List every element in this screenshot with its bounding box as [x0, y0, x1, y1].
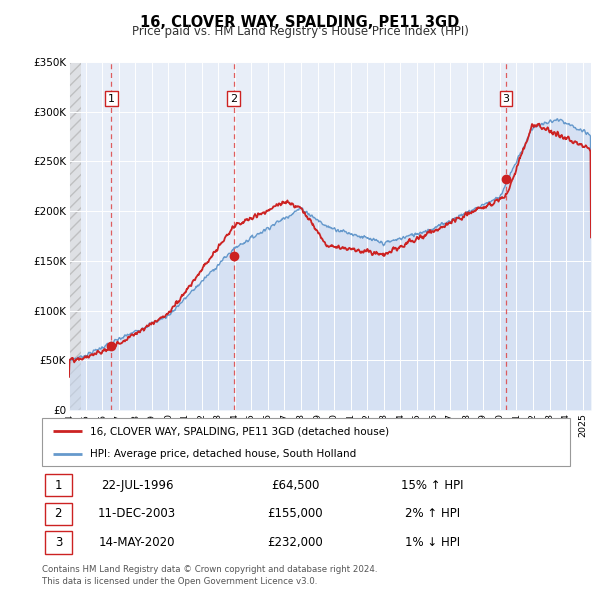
- Text: 1% ↓ HPI: 1% ↓ HPI: [405, 536, 460, 549]
- Text: 16, CLOVER WAY, SPALDING, PE11 3GD: 16, CLOVER WAY, SPALDING, PE11 3GD: [140, 15, 460, 30]
- Text: 2% ↑ HPI: 2% ↑ HPI: [405, 507, 460, 520]
- Text: 2: 2: [55, 507, 62, 520]
- Text: Price paid vs. HM Land Registry's House Price Index (HPI): Price paid vs. HM Land Registry's House …: [131, 25, 469, 38]
- Text: 22-JUL-1996: 22-JUL-1996: [101, 478, 173, 491]
- Text: 11-DEC-2003: 11-DEC-2003: [98, 507, 176, 520]
- FancyBboxPatch shape: [44, 532, 72, 554]
- Text: 16, CLOVER WAY, SPALDING, PE11 3GD (detached house): 16, CLOVER WAY, SPALDING, PE11 3GD (deta…: [89, 426, 389, 436]
- Bar: [69, 62, 80, 410]
- FancyBboxPatch shape: [44, 474, 72, 496]
- Text: 15% ↑ HPI: 15% ↑ HPI: [401, 478, 464, 491]
- FancyBboxPatch shape: [42, 418, 570, 466]
- Text: 3: 3: [502, 93, 509, 103]
- Text: £155,000: £155,000: [268, 507, 323, 520]
- Text: £64,500: £64,500: [271, 478, 320, 491]
- Text: 1: 1: [108, 93, 115, 103]
- Text: HPI: Average price, detached house, South Holland: HPI: Average price, detached house, Sout…: [89, 449, 356, 459]
- Text: 14-MAY-2020: 14-MAY-2020: [99, 536, 175, 549]
- Text: 1: 1: [55, 478, 62, 491]
- Text: Contains HM Land Registry data © Crown copyright and database right 2024.
This d: Contains HM Land Registry data © Crown c…: [42, 565, 377, 586]
- FancyBboxPatch shape: [44, 503, 72, 525]
- Text: £232,000: £232,000: [268, 536, 323, 549]
- Text: 3: 3: [55, 536, 62, 549]
- Text: 2: 2: [230, 93, 237, 103]
